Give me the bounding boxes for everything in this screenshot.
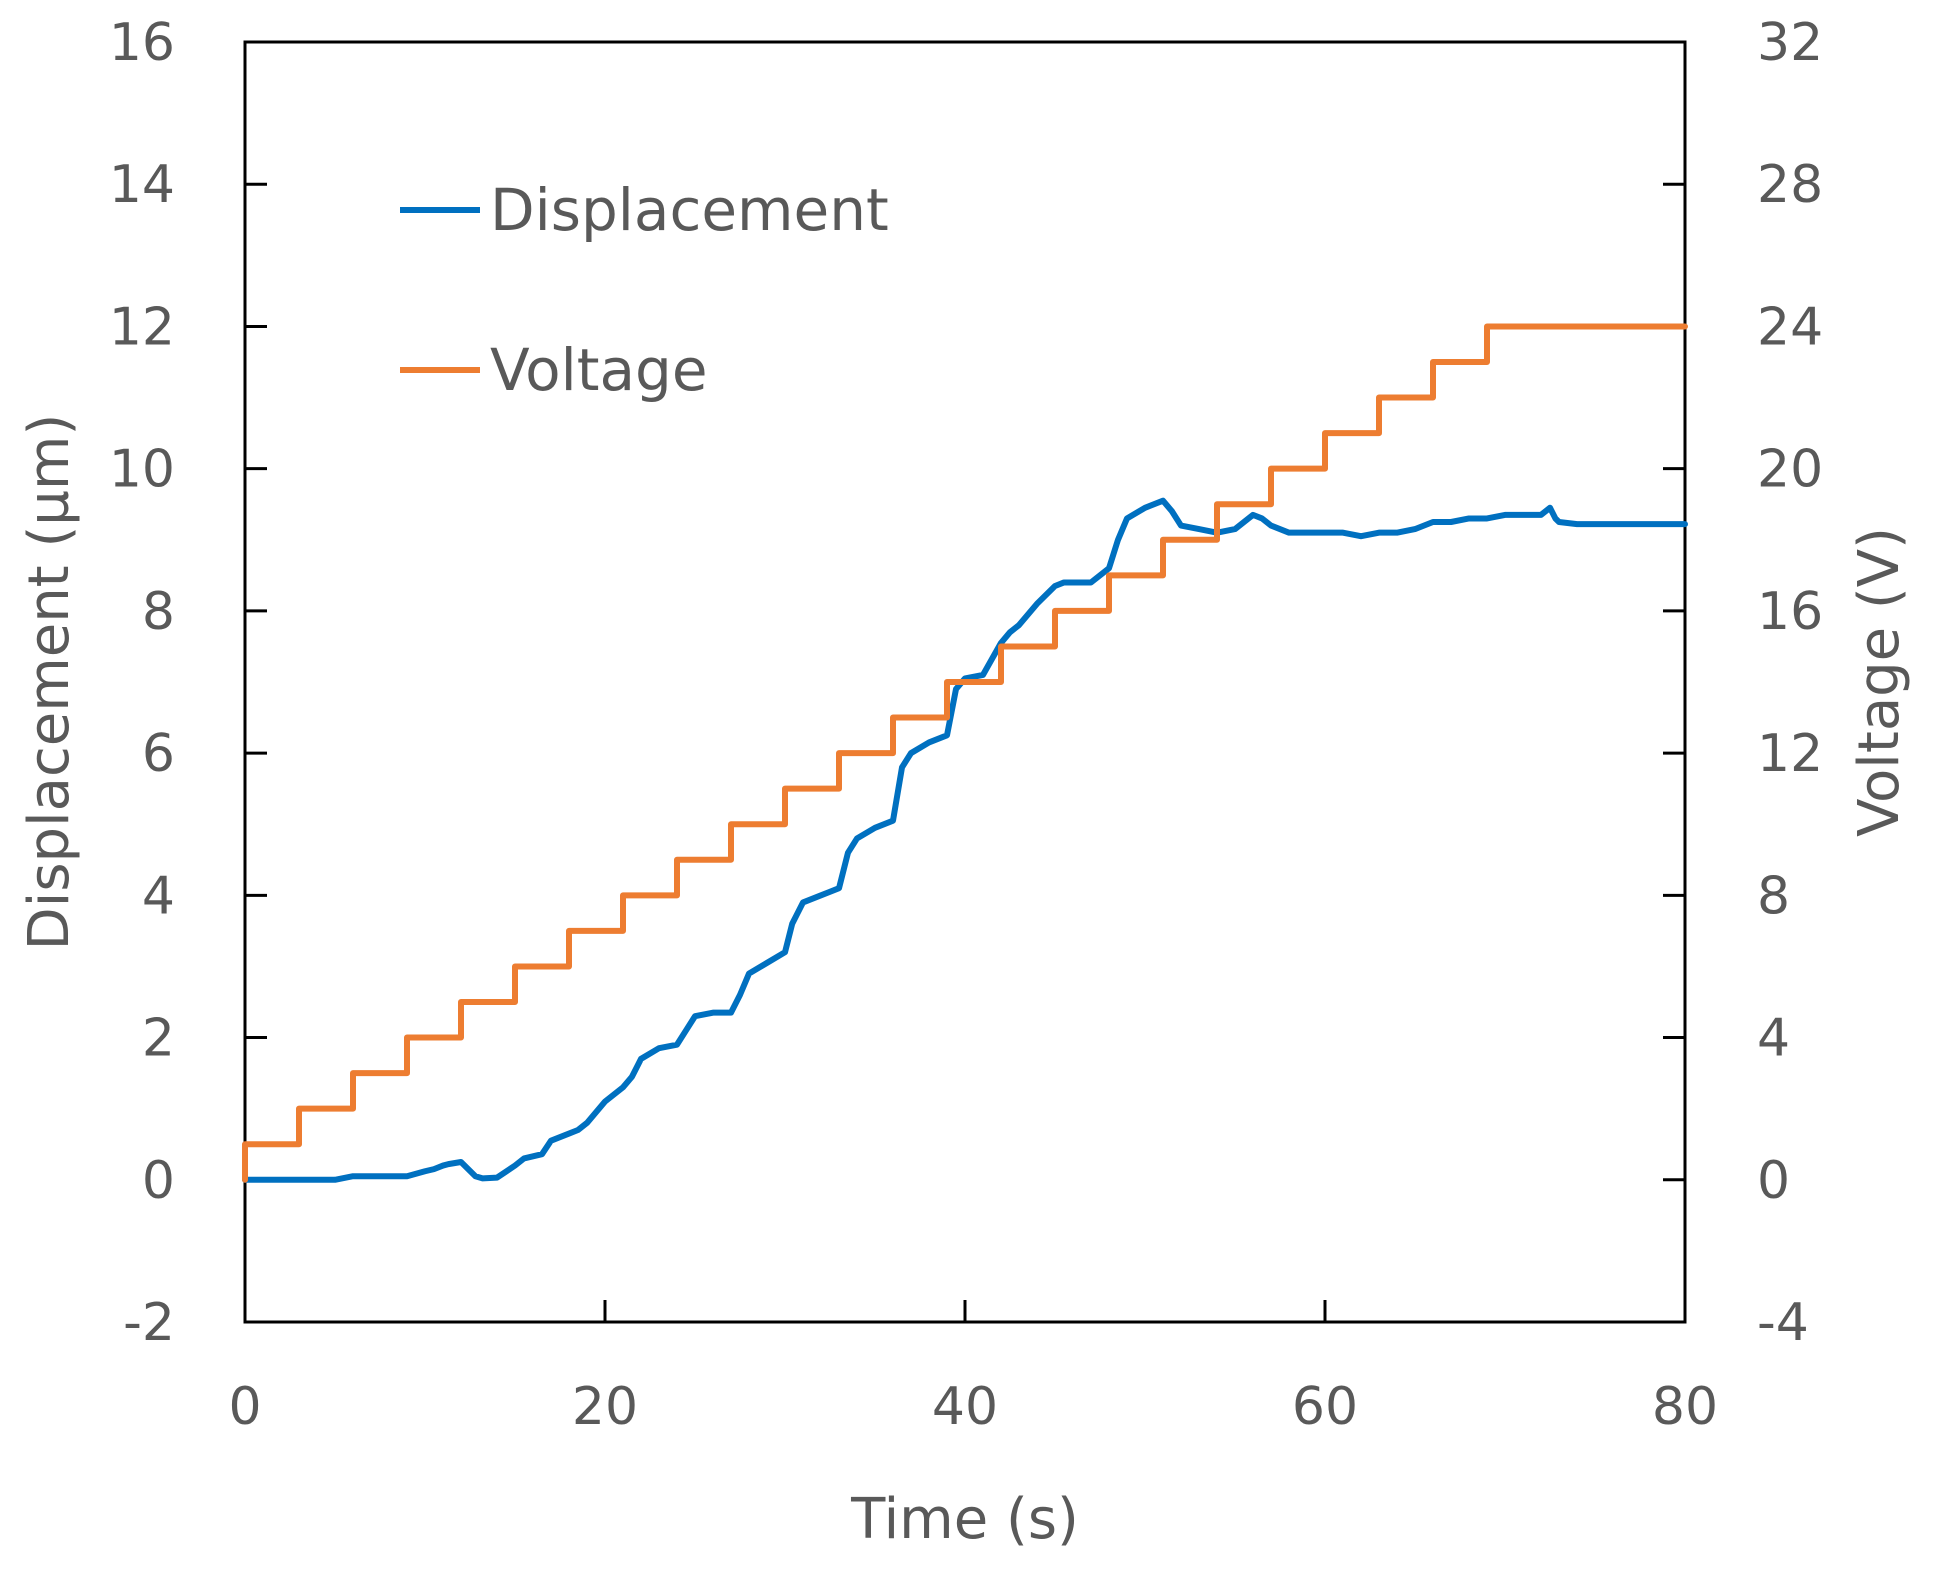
y-tick-label: -2 — [123, 1293, 175, 1353]
x-axis-title: Time (s) — [850, 1487, 1079, 1552]
series-line-voltage — [242, 323, 1688, 1183]
x-tick-label: 60 — [1292, 1377, 1358, 1437]
x-tick-label: 20 — [572, 1377, 638, 1437]
y2-tick-label: 12 — [1757, 724, 1823, 784]
series-line-displacement — [242, 497, 1688, 1183]
legend-label-displacement: Displacement — [490, 176, 889, 244]
y-tick-label: 14 — [109, 155, 175, 215]
y2-tick-label: 16 — [1757, 582, 1823, 642]
y-axis-right-ticks: -4 0 4 8 12 16 20 24 28 32 — [1663, 13, 1823, 1353]
y2-tick-label: 28 — [1757, 155, 1823, 215]
legend: Displacement Voltage — [400, 176, 889, 404]
x-tick-label: 0 — [228, 1377, 261, 1437]
y-axis-left-ticks: -2 0 2 4 6 8 10 12 14 16 — [109, 13, 267, 1353]
y2-tick-label: 20 — [1757, 440, 1823, 500]
y2-tick-label: 0 — [1757, 1151, 1790, 1211]
y-tick-label: 16 — [109, 13, 175, 73]
x-axis-ticks: 0 20 40 60 80 — [228, 1300, 1718, 1437]
x-tick-label: 40 — [932, 1377, 998, 1437]
y2-tick-label: -4 — [1757, 1293, 1809, 1353]
y-axis-left-title: Displacement (µm) — [17, 414, 82, 951]
y2-tick-label: 4 — [1757, 1009, 1790, 1069]
y-tick-label: 10 — [109, 440, 175, 500]
y-axis-right-title: Voltage (V) — [1847, 527, 1912, 837]
y2-tick-label: 8 — [1757, 866, 1790, 926]
x-tick-label: 80 — [1652, 1377, 1718, 1437]
y-tick-label: 4 — [142, 866, 175, 926]
y-tick-label: 2 — [142, 1009, 175, 1069]
series-layer — [242, 323, 1688, 1183]
y2-tick-label: 24 — [1757, 297, 1823, 357]
y-tick-label: 0 — [142, 1151, 175, 1211]
y2-tick-label: 32 — [1757, 13, 1823, 73]
y-tick-label: 8 — [142, 582, 175, 642]
y-tick-label: 12 — [109, 297, 175, 357]
y-tick-label: 6 — [142, 724, 175, 784]
legend-label-voltage: Voltage — [490, 336, 708, 404]
